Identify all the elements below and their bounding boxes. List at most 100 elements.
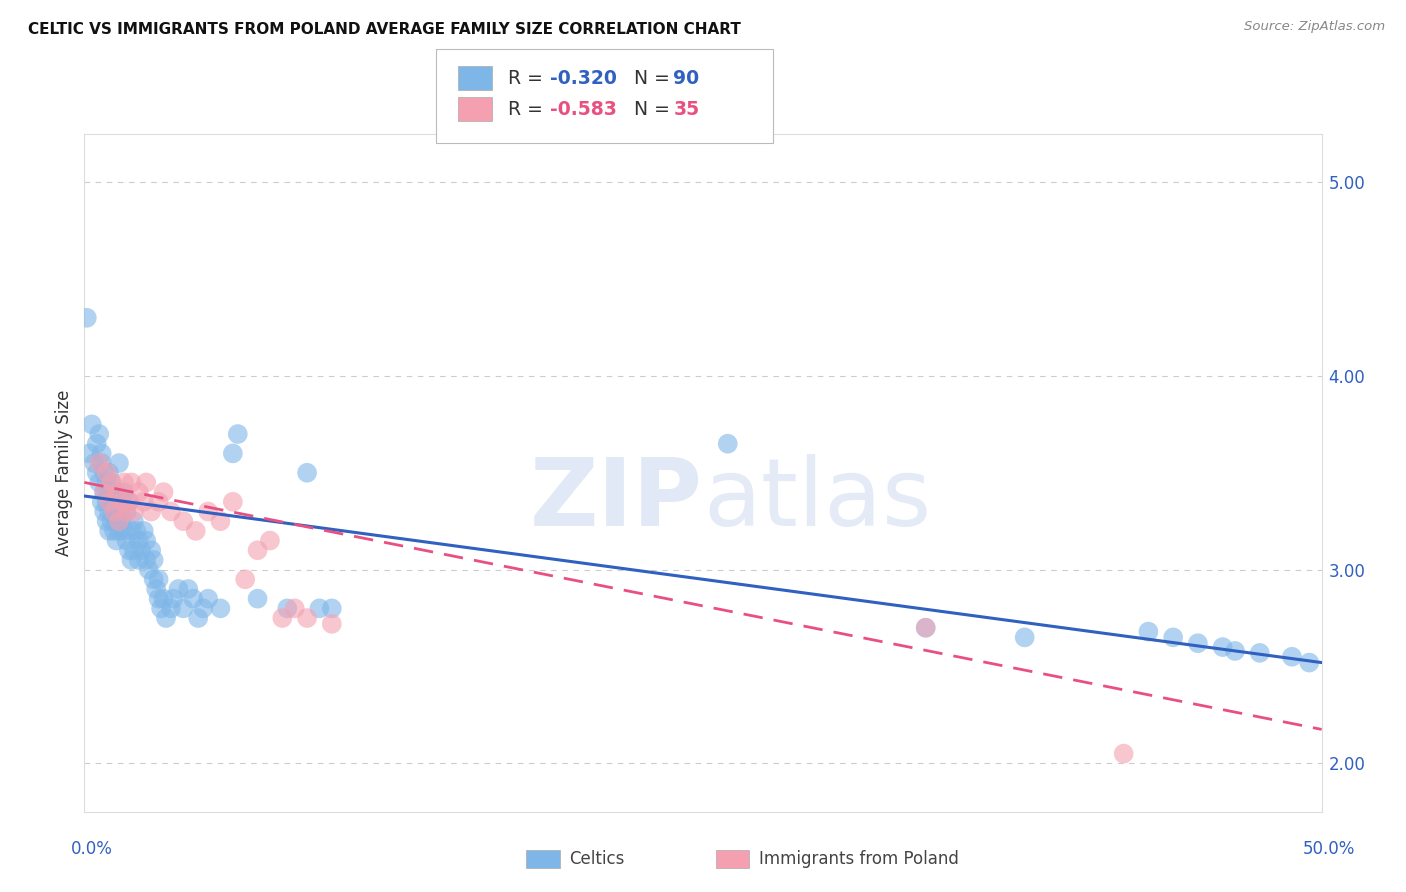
Point (105, 514, 128, 528)
Point (284, 601, 307, 615)
Point (142, 572, 165, 586)
Point (103, 504, 125, 518)
Point (89, 475, 111, 490)
Text: CELTIC VS IMMIGRANTS FROM POLAND AVERAGE FAMILY SIZE CORRELATION CHART: CELTIC VS IMMIGRANTS FROM POLAND AVERAGE… (28, 22, 741, 37)
Point (135, 475, 157, 490)
Point (110, 514, 132, 528)
Point (122, 504, 145, 518)
Point (209, 601, 232, 615)
Text: N =: N = (634, 100, 676, 120)
Point (115, 533, 138, 548)
Point (93, 485, 115, 500)
Point (98, 495, 121, 509)
Point (181, 591, 204, 606)
Point (150, 601, 173, 615)
Point (100, 475, 122, 490)
Text: 90: 90 (673, 69, 700, 88)
Text: R =: R = (508, 100, 548, 120)
Point (246, 543, 269, 558)
Point (308, 601, 330, 615)
Point (108, 456, 131, 470)
Point (105, 495, 128, 509)
Point (80, 417, 103, 432)
Point (98, 524, 121, 538)
Point (89, 427, 111, 442)
Point (197, 504, 219, 518)
Text: Celtics: Celtics (569, 850, 624, 868)
Point (125, 524, 148, 538)
Point (118, 495, 141, 509)
Point (96, 466, 118, 480)
Point (1161, 631, 1184, 645)
Point (93, 466, 115, 480)
Point (115, 504, 138, 518)
Point (108, 514, 131, 528)
Text: 0.0%: 0.0% (70, 840, 112, 858)
Point (295, 611, 318, 625)
Point (132, 495, 155, 509)
Point (120, 524, 142, 538)
Point (276, 601, 298, 615)
Point (115, 504, 138, 518)
Text: ZIP: ZIP (530, 454, 703, 546)
Point (83, 456, 105, 470)
Point (98, 504, 121, 518)
Point (100, 495, 122, 509)
Text: 50.0%: 50.0% (1302, 840, 1355, 858)
Point (96, 514, 118, 528)
Point (1187, 636, 1209, 650)
Point (717, 436, 740, 450)
Point (184, 524, 207, 538)
Point (90, 446, 112, 460)
Point (222, 446, 245, 460)
Point (167, 582, 190, 596)
Point (138, 563, 160, 577)
Point (112, 485, 135, 500)
Point (1212, 640, 1234, 654)
Point (98, 485, 121, 500)
Point (141, 504, 163, 518)
Point (914, 621, 936, 635)
Point (90, 456, 112, 470)
Point (187, 611, 209, 625)
Point (112, 475, 135, 490)
Point (271, 611, 294, 625)
Point (118, 495, 141, 509)
Point (177, 582, 200, 596)
Point (197, 591, 219, 606)
Text: N =: N = (634, 69, 676, 88)
Point (132, 524, 155, 538)
Text: -0.320: -0.320 (550, 69, 617, 88)
Point (120, 553, 142, 567)
Point (103, 504, 125, 518)
Text: 35: 35 (673, 100, 700, 120)
Point (105, 533, 128, 548)
Point (321, 616, 343, 631)
Point (191, 601, 214, 615)
Point (160, 504, 183, 518)
Point (1298, 656, 1320, 670)
Point (155, 611, 177, 625)
Point (100, 514, 122, 528)
Point (295, 466, 318, 480)
Point (162, 591, 184, 606)
Point (89, 456, 111, 470)
Text: atlas: atlas (703, 454, 931, 546)
Point (152, 591, 174, 606)
Point (93, 504, 115, 518)
Point (148, 591, 170, 606)
Point (93, 485, 115, 500)
Point (98, 466, 121, 480)
Point (148, 495, 170, 509)
Point (105, 485, 128, 500)
Point (142, 553, 165, 567)
Point (96, 475, 118, 490)
Point (86, 466, 108, 480)
Point (128, 485, 150, 500)
Point (110, 495, 132, 509)
Text: R =: R = (508, 69, 548, 88)
Point (90, 495, 112, 509)
Point (233, 572, 256, 586)
Point (118, 543, 141, 558)
Point (141, 543, 163, 558)
